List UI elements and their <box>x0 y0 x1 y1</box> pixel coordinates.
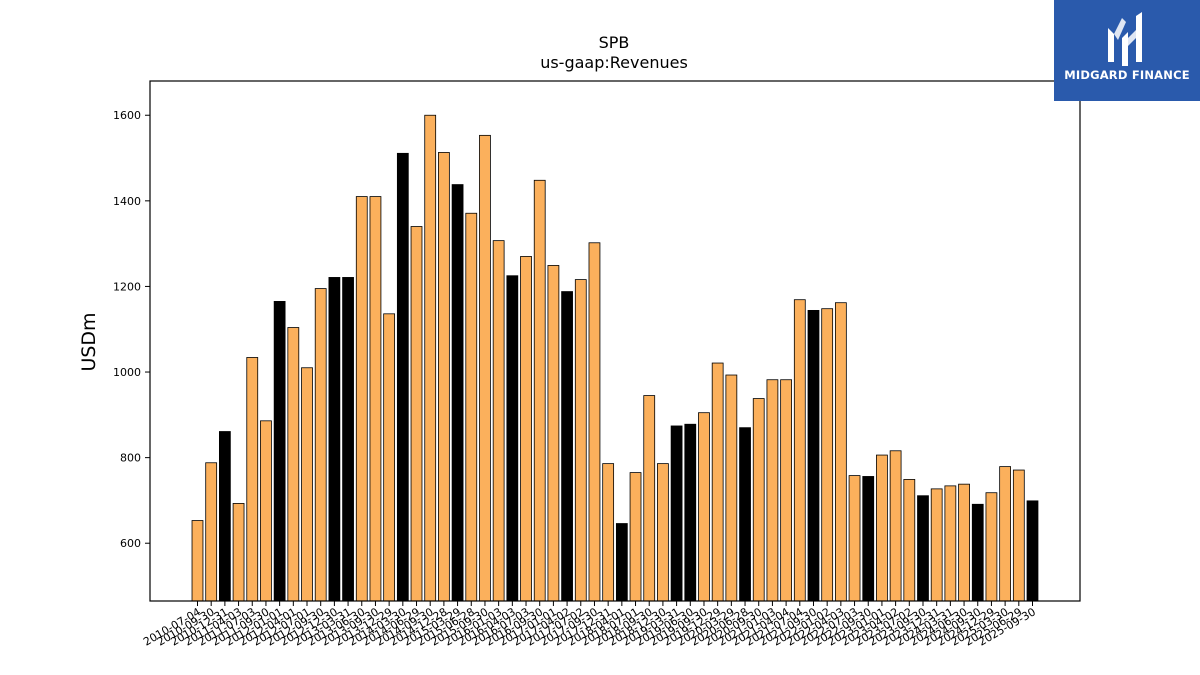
bar <box>410 226 423 602</box>
bar <box>520 256 532 602</box>
bar <box>287 327 300 602</box>
bar <box>342 277 354 602</box>
bar <box>780 379 792 602</box>
y-tick-label: 800 <box>120 452 141 465</box>
bar <box>629 472 642 602</box>
logo-mark-icon <box>1108 12 1142 66</box>
y-tick-label: 1400 <box>113 195 141 208</box>
bar <box>711 362 724 602</box>
bar <box>191 520 204 602</box>
bar <box>739 427 751 602</box>
brand-logo: MIDGARD FINANCE <box>1054 0 1200 101</box>
bar <box>793 299 806 602</box>
bar <box>698 412 710 602</box>
bar <box>725 374 738 602</box>
bar <box>218 431 231 602</box>
bar <box>492 240 505 602</box>
bar <box>328 277 341 602</box>
bar <box>930 488 943 602</box>
bars-group <box>191 114 1039 602</box>
bar <box>834 302 847 602</box>
bar <box>260 420 272 602</box>
bar <box>944 485 957 602</box>
bar <box>958 483 970 602</box>
bar <box>479 134 491 602</box>
bar <box>465 212 478 602</box>
bar <box>684 423 697 602</box>
y-tick-label: 600 <box>120 537 141 550</box>
bar <box>574 279 587 602</box>
bar <box>424 114 437 602</box>
bar <box>657 463 669 602</box>
x-ticks-group: 2010-07-042010-09-302010-12-312011-04-03… <box>141 601 1038 649</box>
bar <box>807 309 820 602</box>
logo-text: MIDGARD FINANCE <box>1064 68 1190 82</box>
bar <box>561 291 573 602</box>
bar <box>889 450 902 602</box>
bar <box>876 454 888 602</box>
bar <box>752 398 765 602</box>
bar <box>862 476 875 602</box>
bar <box>314 288 327 602</box>
bar <box>369 196 382 602</box>
bar <box>547 265 560 602</box>
bar <box>205 462 218 602</box>
bar <box>985 492 998 602</box>
bar <box>615 523 628 602</box>
bar <box>999 466 1012 602</box>
y-tick-label: 1000 <box>113 366 141 379</box>
bar <box>451 184 464 602</box>
bar <box>273 301 286 602</box>
bar <box>670 425 683 602</box>
bar <box>246 357 259 602</box>
bar <box>1026 500 1039 602</box>
bar <box>506 275 519 602</box>
bar <box>396 152 409 602</box>
bar <box>301 367 313 602</box>
bar <box>355 196 368 602</box>
y-tick-label: 1200 <box>113 280 141 293</box>
plot-frame <box>149 80 1081 602</box>
y-ticks-group: 600 800 1000 1200 1400 1600 <box>113 109 150 550</box>
bar <box>588 242 601 602</box>
bar <box>1012 469 1025 602</box>
bar <box>766 379 779 602</box>
bar <box>917 495 929 602</box>
y-tick-label: 1600 <box>113 109 141 122</box>
bar <box>533 179 546 602</box>
bar <box>971 503 984 602</box>
bar <box>821 308 834 602</box>
bar <box>848 475 861 602</box>
bar <box>383 313 396 602</box>
chart-subtitle: us-gaap:Revenues <box>540 53 688 72</box>
bar <box>643 395 656 602</box>
bar <box>438 152 450 602</box>
bar <box>232 503 245 602</box>
bar <box>903 479 916 602</box>
chart-title: SPB <box>599 33 630 52</box>
bar <box>602 463 615 602</box>
y-axis-label: USDm <box>78 312 100 371</box>
